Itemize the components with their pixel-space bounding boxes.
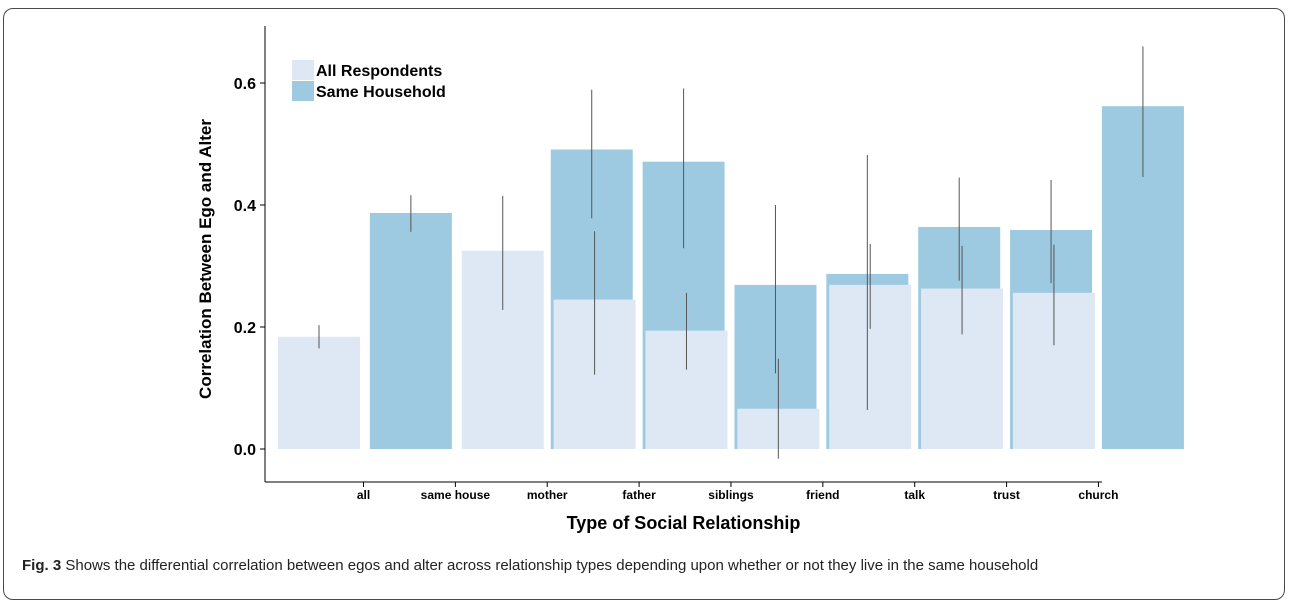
error-bars-layer [318, 46, 1144, 459]
y-tick-label: 0.6 [234, 76, 256, 93]
caption-text: Shows the differential correlation betwe… [65, 557, 1039, 574]
x-tick-label: same house [421, 488, 491, 502]
legend-swatch-all-respondents [292, 60, 314, 80]
bar-chart: 0.0 0.2 0.4 0.6 all same house mother father si… [196, 26, 1184, 533]
bar-same-household-same-house [369, 212, 452, 449]
x-tick-label: mother [527, 488, 568, 502]
x-tick-label: father [622, 488, 656, 502]
x-tick-label: church [1078, 488, 1118, 502]
legend-label: All Respondents [316, 63, 442, 80]
y-axis-ticks: 0.0 0.2 0.4 0.6 [234, 76, 265, 459]
x-tick-label: all [357, 488, 370, 502]
x-axis-label: Type of Social Relationship [567, 513, 801, 533]
x-tick-label: friend [806, 488, 839, 502]
x-axis-ticks: all same house mother father siblings friend t… [357, 482, 1118, 502]
bar-all-respondents-all [278, 336, 360, 449]
legend: All Respondents Same Household [292, 60, 446, 101]
x-tick-label: talk [904, 488, 925, 502]
x-tick-label: trust [993, 488, 1020, 502]
x-tick-label: siblings [708, 488, 754, 502]
legend-swatch-same-household [292, 81, 314, 101]
caption-label: Fig. 3 [22, 557, 62, 574]
y-axis-label: Correlation Between Ego and Alter [196, 119, 215, 399]
bars-layer [278, 106, 1184, 450]
figure-caption: Fig. 3 Shows the differential correlatio… [22, 555, 1262, 577]
y-tick-label: 0.4 [234, 198, 256, 215]
y-tick-label: 0.2 [234, 320, 256, 337]
legend-label: Same Household [316, 84, 446, 101]
y-tick-label: 0.0 [234, 442, 256, 459]
